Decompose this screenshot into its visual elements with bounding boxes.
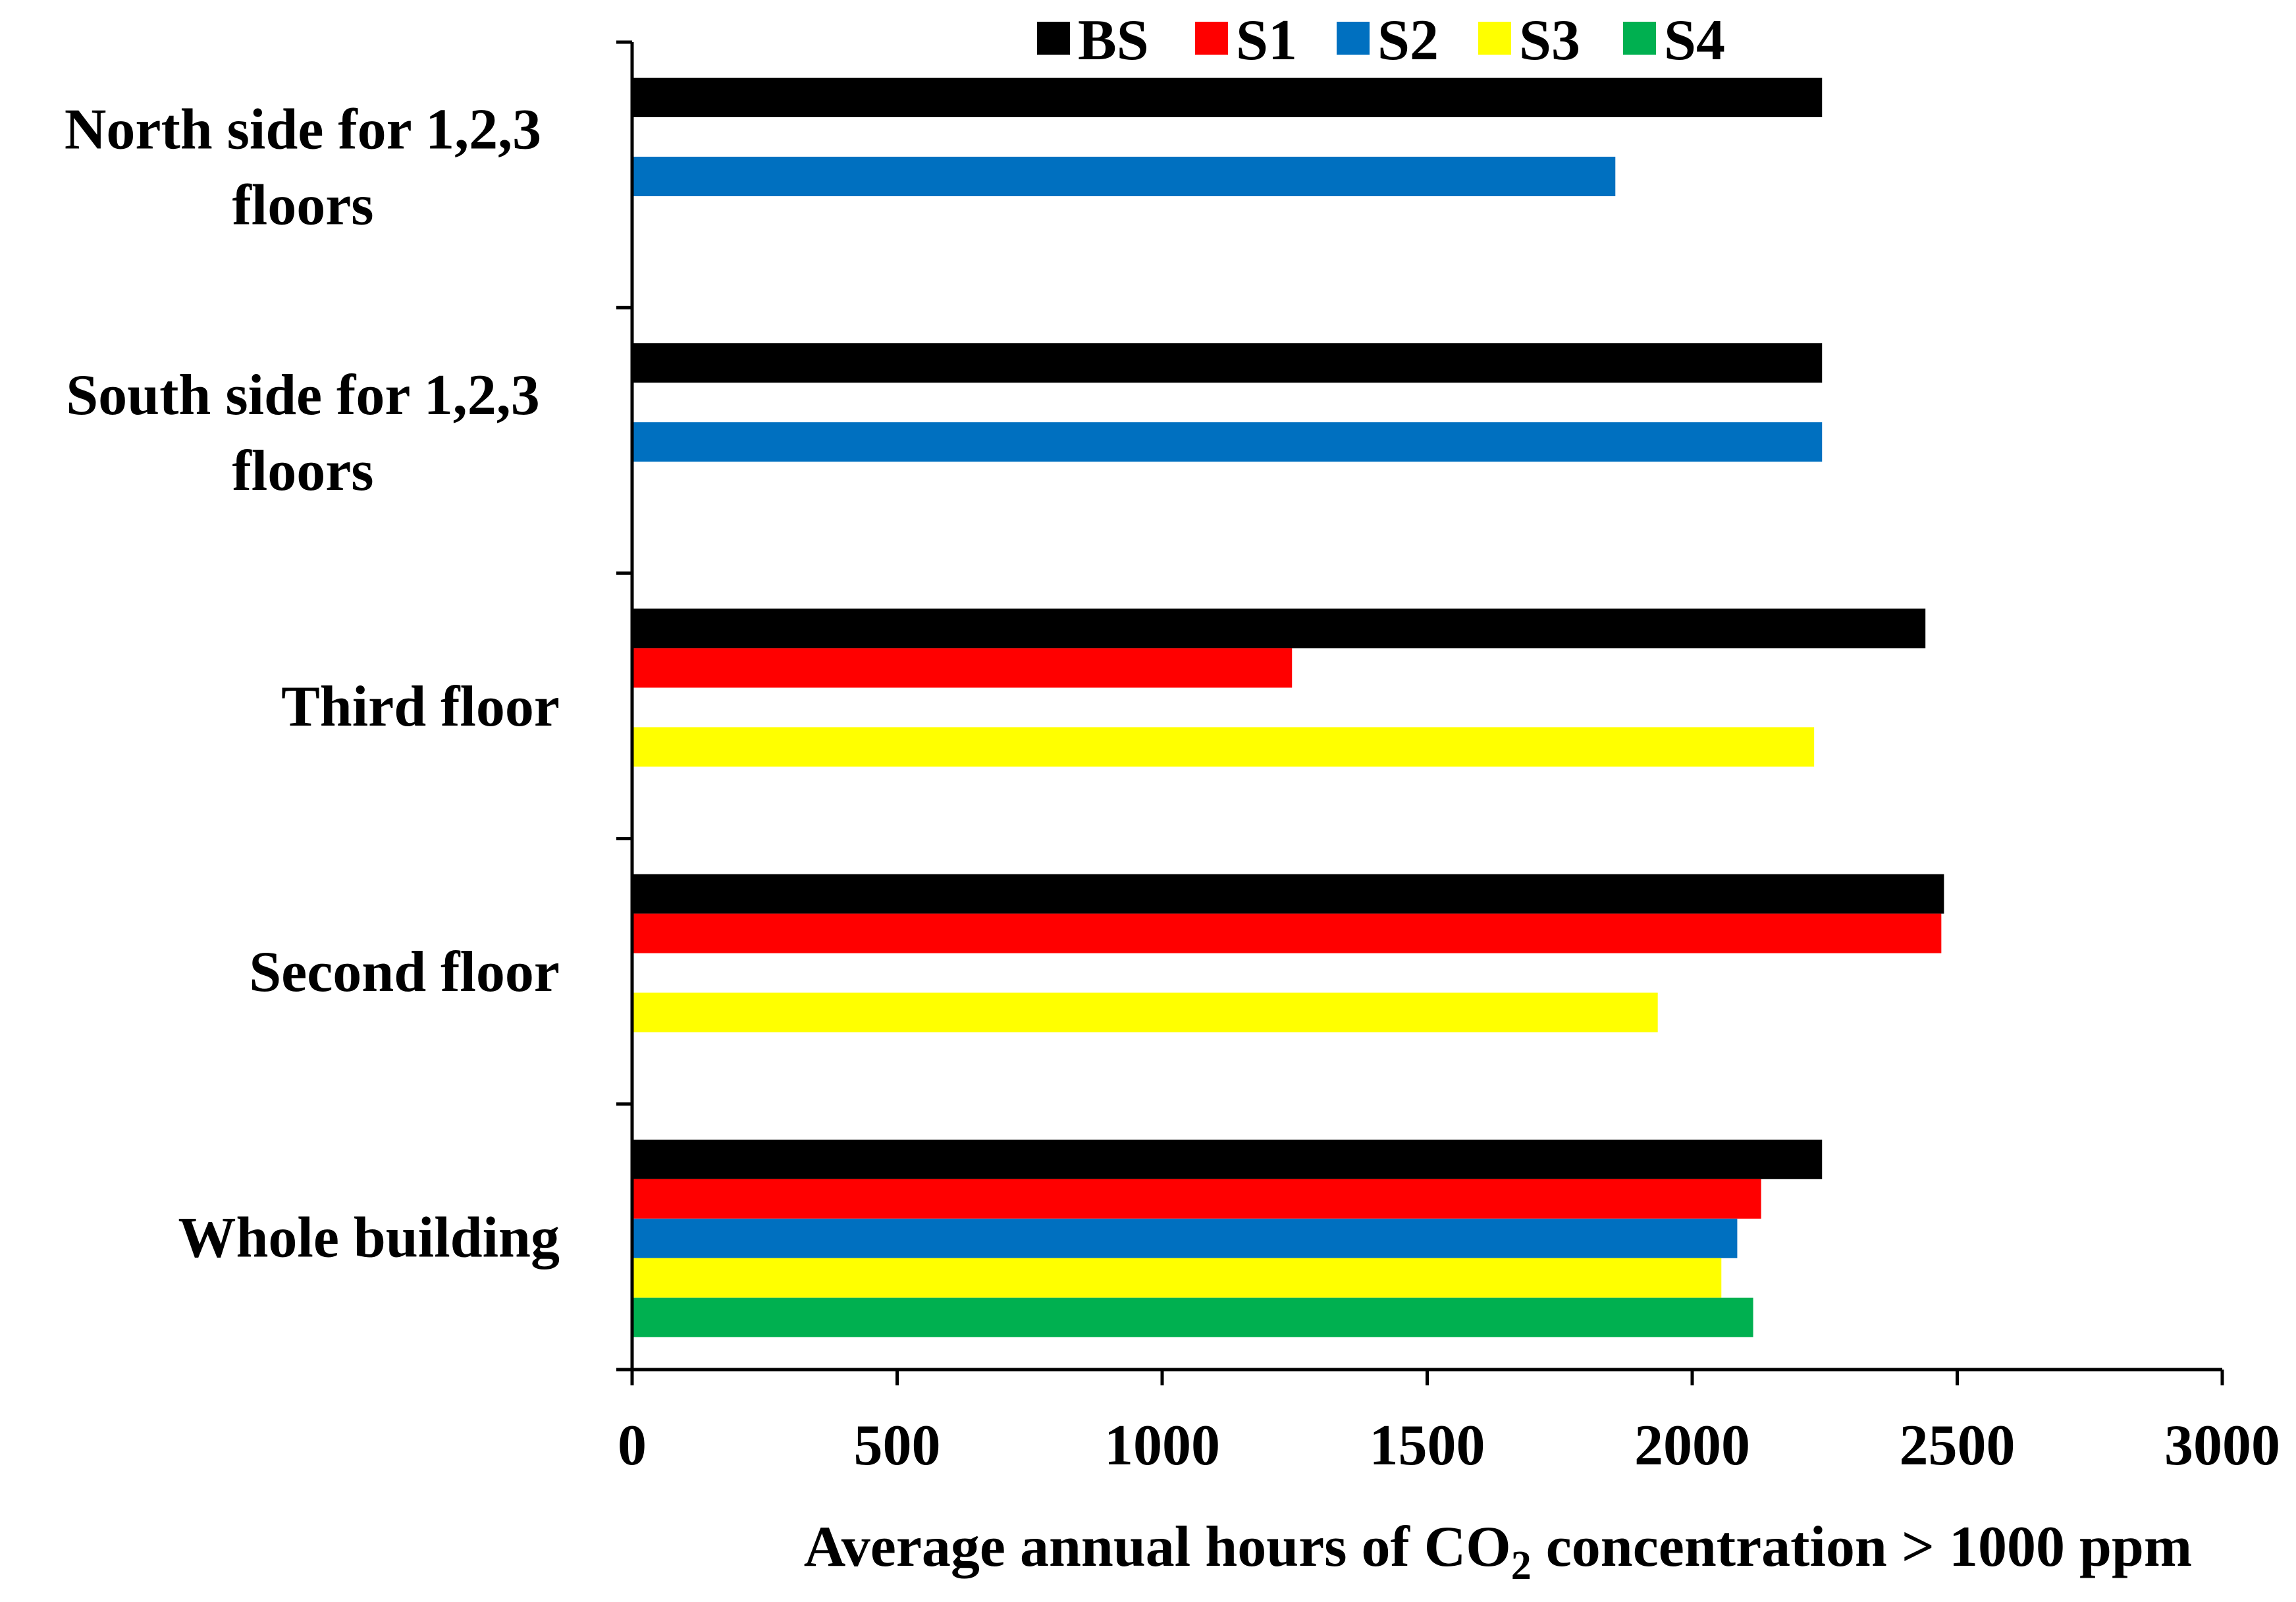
x-tick-label-1500: 1500 (1370, 1414, 1485, 1478)
category-label-line: South side for 1,2,3 (66, 363, 540, 427)
bar-s1-whole-building (632, 1179, 1761, 1219)
category-label-line: floors (232, 174, 373, 238)
bar-s4-whole-building (632, 1297, 1753, 1337)
category-label-third-floor: Third floor (281, 675, 560, 739)
bar-bs-south-side-for-1-2-3 (632, 343, 1823, 383)
legend: BS S1 S2 S3 S4 (1037, 9, 1725, 72)
x-axis-title: Average annual hours of CO2 concentratio… (804, 1515, 2192, 1588)
bar-s2-whole-building (632, 1218, 1738, 1258)
bar-s3-second-floor (632, 992, 1658, 1032)
bars (632, 78, 1944, 1337)
bar-bs-whole-building (632, 1139, 1823, 1179)
bar-s1-second-floor (632, 913, 1942, 953)
category-label-line: North side for 1,2,3 (65, 98, 541, 162)
axes (616, 40, 2224, 1385)
x-tick-label-0: 0 (618, 1414, 647, 1478)
x-axis-title-subscript: 2 (1511, 1543, 1532, 1588)
category-label-second-floor: Second floor (249, 940, 560, 1004)
x-tick-label-3000: 3000 (2164, 1414, 2280, 1478)
bar-s2-north-side-for-1-2-3 (632, 157, 1616, 196)
legend-swatch-bs (1037, 22, 1070, 55)
bar-bs-third-floor (632, 608, 1926, 649)
bar-s2-south-side-for-1-2-3 (632, 422, 1823, 462)
bar-s3-third-floor (632, 727, 1815, 767)
x-tick-label-2000: 2000 (1634, 1414, 1750, 1478)
category-label-line: floors (232, 439, 373, 503)
legend-label-s2: S2 (1377, 9, 1439, 72)
legend-label-s3: S3 (1519, 9, 1580, 72)
bar-s1-third-floor (632, 648, 1293, 688)
legend-swatch-s1 (1195, 22, 1228, 55)
legend-swatch-s2 (1337, 22, 1370, 55)
x-tick-label-2500: 2500 (1900, 1414, 2016, 1478)
legend-label-s4: S4 (1664, 9, 1725, 72)
bar-bs-north-side-for-1-2-3 (632, 78, 1823, 117)
bar-bs-second-floor (632, 874, 1944, 914)
category-label-whole-building: Whole building (178, 1206, 560, 1269)
x-axis-title-main: Average annual hours of CO (804, 1515, 1511, 1579)
x-tick-label-1000: 1000 (1104, 1414, 1220, 1478)
x-axis-title-suffix: concentration > 1000 ppm (1532, 1515, 2192, 1579)
legend-label-bs: BS (1078, 9, 1149, 72)
legend-label-s1: S1 (1236, 9, 1297, 72)
x-tick-label-500: 500 (854, 1414, 941, 1478)
bar-s3-whole-building (632, 1258, 1722, 1298)
legend-swatch-s4 (1623, 22, 1656, 55)
category-label-north-side-for-1-2-3: North side for 1,2,3 floors (65, 98, 541, 238)
x-tick-labels: 0 500 1000 1500 2000 2500 3000 (618, 1414, 2280, 1478)
legend-swatch-s3 (1478, 22, 1511, 55)
category-label-south-side-for-1-2-3: South side for 1,2,3 floors (66, 363, 540, 503)
